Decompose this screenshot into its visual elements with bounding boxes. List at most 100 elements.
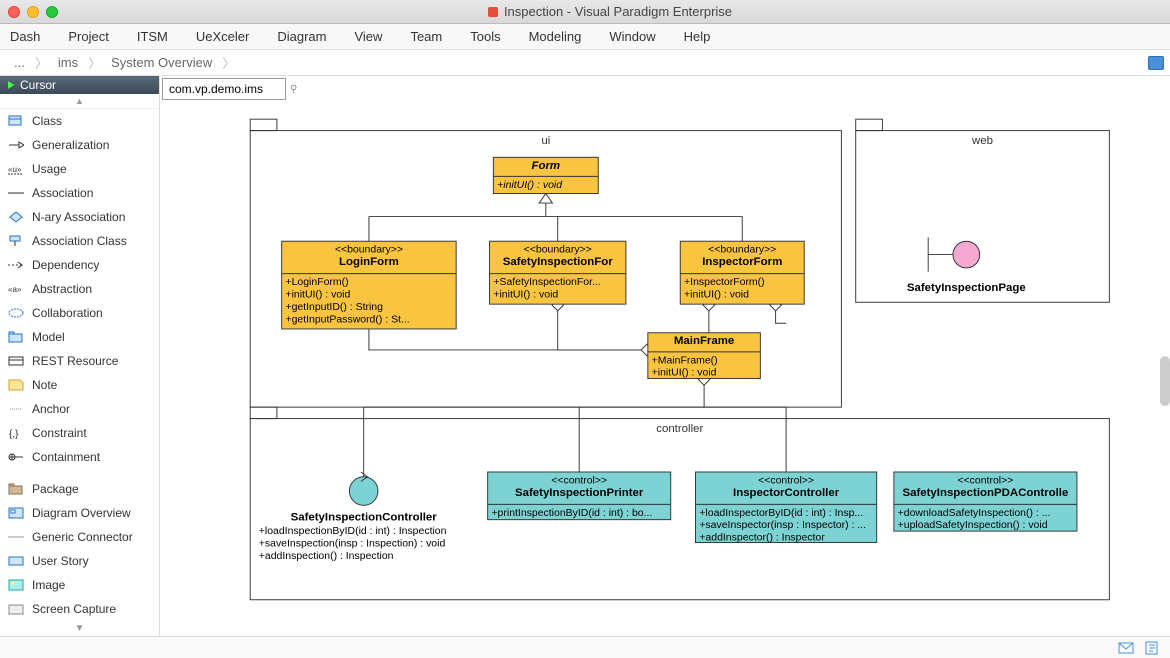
svg-text:controller: controller [656, 423, 703, 435]
menu-tools[interactable]: Tools [470, 29, 500, 44]
palette-item-anchor[interactable]: Anchor [0, 397, 159, 421]
breadcrumb-overview[interactable]: System Overview [103, 53, 220, 72]
palette-item-rest[interactable]: REST Resource [0, 349, 159, 373]
menu-team[interactable]: Team [410, 29, 442, 44]
constraint-icon: {,} [8, 427, 24, 439]
svg-text:<<boundary>>: <<boundary>> [524, 245, 592, 256]
svg-text:SafetyInspectionPrinter: SafetyInspectionPrinter [515, 487, 644, 499]
palette-item-package[interactable]: Package [0, 477, 159, 501]
palette-label: Association Class [32, 234, 127, 248]
capture-icon [8, 603, 24, 615]
svg-text:+loadInspectionByID(id : int): +loadInspectionByID(id : int) : Inspecti… [259, 526, 447, 537]
svg-text:<<boundary>>: <<boundary>> [708, 245, 776, 256]
palette-item-constraint[interactable]: {,} Constraint [0, 421, 159, 445]
svg-text:+getInputPassword() : St...: +getInputPassword() : St... [285, 314, 409, 325]
close-window-button[interactable] [8, 6, 20, 18]
svg-text:SafetyInspectionController: SafetyInspectionController [291, 512, 438, 524]
palette-item-nary[interactable]: N-ary Association [0, 205, 159, 229]
svg-text:LoginForm: LoginForm [339, 256, 399, 268]
palette-collapse-icon[interactable]: ▲ [0, 94, 159, 109]
breadcrumb-bar: ... 〉 ims 〉 System Overview 〉 [0, 50, 1170, 76]
menu-uexceler[interactable]: UeXceler [196, 29, 249, 44]
menu-dash[interactable]: Dash [10, 29, 40, 44]
svg-text:+downloadSafetyInspection() :: +downloadSafetyInspection() : ... [898, 508, 1051, 519]
breadcrumb-ims[interactable]: ims [50, 53, 86, 72]
svg-text:<<control>>: <<control>> [758, 475, 814, 486]
menu-diagram[interactable]: Diagram [277, 29, 326, 44]
palette-item-story[interactable]: User Story [0, 549, 159, 573]
collab-icon [8, 307, 24, 319]
breadcrumb-root[interactable]: ... [6, 53, 33, 72]
palette-cursor-tool[interactable]: Cursor [0, 76, 159, 94]
palette-item-overview[interactable]: Diagram Overview [0, 501, 159, 525]
palette-label: Diagram Overview [32, 506, 131, 520]
zoom-window-button[interactable] [46, 6, 58, 18]
palette-more-icon[interactable]: ▼ [0, 621, 159, 636]
svg-text:+initUI() : void: +initUI() : void [285, 289, 350, 300]
svg-text:Form: Form [532, 160, 561, 172]
palette-label: Abstraction [32, 282, 92, 296]
palette-item-usage[interactable]: «u» Usage [0, 157, 159, 181]
svg-text:+initUI() : void: +initUI() : void [493, 289, 558, 300]
svg-text:+InspectorForm(): +InspectorForm() [684, 277, 765, 288]
cursor-label: Cursor [20, 78, 56, 92]
contain-icon [8, 451, 24, 463]
svg-text:<<control>>: <<control>> [551, 475, 607, 486]
svg-text:InspectorController: InspectorController [733, 487, 840, 499]
layout-toggle-icon[interactable] [1148, 56, 1164, 70]
palette-label: Generic Connector [32, 530, 133, 544]
abs-icon: «a» [8, 283, 24, 295]
palette-item-model[interactable]: Model [0, 325, 159, 349]
palette-label: Usage [32, 162, 67, 176]
window-title: Inspection - Visual Paradigm Enterprise [58, 4, 1162, 19]
anchor-icon [8, 403, 24, 415]
palette-item-gen[interactable]: Generalization [0, 133, 159, 157]
svg-text:«u»: «u» [8, 165, 22, 174]
main-area: Cursor ▲ ClassGeneralization «u» Usage Asso… [0, 76, 1170, 636]
palette-item-contain[interactable]: Containment [0, 445, 159, 469]
svg-text:SafetyInspectionFor: SafetyInspectionFor [503, 256, 613, 268]
menu-project[interactable]: Project [68, 29, 108, 44]
titlebar: Inspection - Visual Paradigm Enterprise [0, 0, 1170, 24]
class-icon [8, 115, 24, 127]
palette-label: Constraint [32, 426, 87, 440]
svg-text:+saveInspector(insp : Inspecto: +saveInspector(insp : Inspector) : ... [699, 520, 866, 531]
package-path-input[interactable]: com.vp.demo.ims [162, 78, 286, 100]
svg-text:+loadInspectorByID(id : int) :: +loadInspectorByID(id : int) : Insp... [699, 508, 863, 519]
mail-icon[interactable] [1118, 641, 1134, 655]
search-icon[interactable]: ⚲ [290, 84, 297, 95]
nary-icon [8, 211, 24, 223]
palette-item-abs[interactable]: «a» Abstraction [0, 277, 159, 301]
palette-item-assocclass[interactable]: Association Class [0, 229, 159, 253]
story-icon [8, 555, 24, 567]
palette-item-collab[interactable]: Collaboration [0, 301, 159, 325]
svg-text:+saveInspection(insp : Inspect: +saveInspection(insp : Inspection) : voi… [259, 538, 446, 549]
menu-modeling[interactable]: Modeling [529, 29, 582, 44]
palette-item-note[interactable]: Note [0, 373, 159, 397]
svg-text:+uploadSafetyInspection() : vo: +uploadSafetyInspection() : void [898, 520, 1048, 531]
diagram-canvas[interactable]: uiwebcontroller Form+initUI() : void<<bo… [160, 102, 1170, 636]
palette-label: Image [32, 578, 65, 592]
palette-item-generic[interactable]: Generic Connector [0, 525, 159, 549]
tool-palette: Cursor ▲ ClassGeneralization «u» Usage Asso… [0, 76, 160, 636]
palette-label: Collaboration [32, 306, 103, 320]
svg-text:+printInspectionByID(id : int): +printInspectionByID(id : int) : bo... [491, 508, 652, 519]
breadcrumb-sep-icon: 〉 [222, 53, 235, 72]
palette-item-assoc[interactable]: Association [0, 181, 159, 205]
palette-item-capture[interactable]: Screen Capture [0, 597, 159, 621]
svg-text:+initUI() : void: +initUI() : void [652, 368, 717, 379]
palette-item-class[interactable]: Class [0, 109, 159, 133]
minimize-window-button[interactable] [27, 6, 39, 18]
palette-label: Model [32, 330, 65, 344]
palette-label: Dependency [32, 258, 99, 272]
menubar: Dash Project ITSM UeXceler Diagram View … [0, 24, 1170, 50]
menu-help[interactable]: Help [684, 29, 711, 44]
note-icon[interactable] [1144, 641, 1160, 655]
menu-window[interactable]: Window [609, 29, 655, 44]
vertical-scrollbar[interactable] [1160, 356, 1170, 406]
app-icon [488, 7, 498, 17]
palette-item-image[interactable]: Image [0, 573, 159, 597]
menu-itsm[interactable]: ITSM [137, 29, 168, 44]
menu-view[interactable]: View [354, 29, 382, 44]
palette-item-dep[interactable]: Dependency [0, 253, 159, 277]
